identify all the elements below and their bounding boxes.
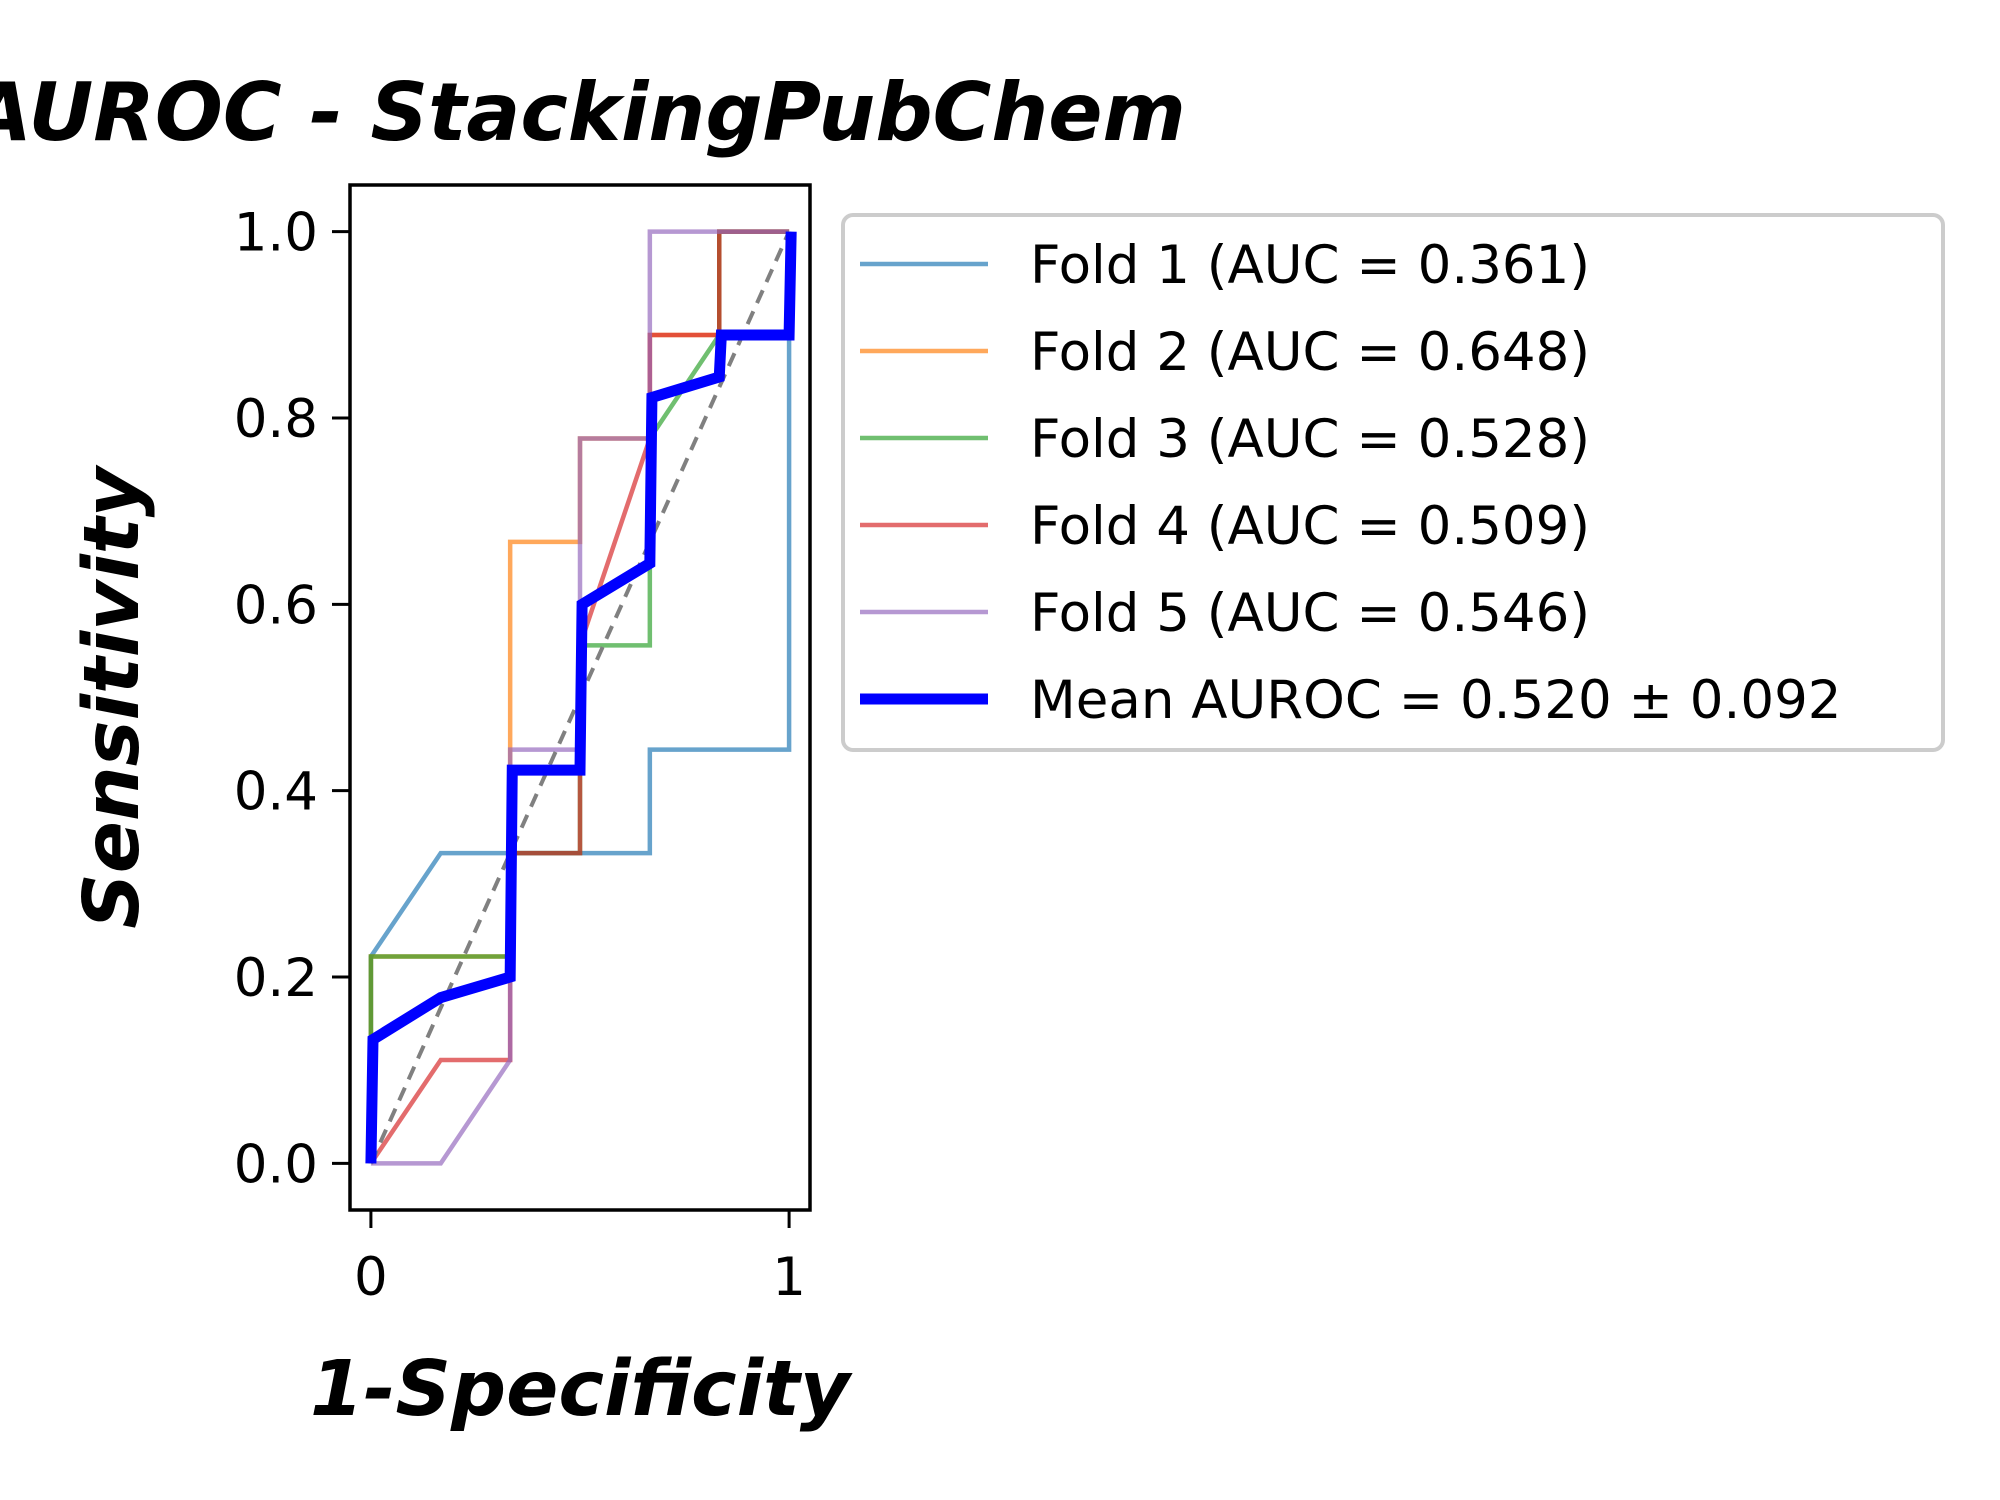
x-axis-label: 1-Specificity (310, 1345, 853, 1434)
legend-box (841, 213, 1945, 752)
plot-frame (348, 183, 812, 1212)
y-tick-label: 0.4 (234, 762, 318, 823)
y-axis-ticks: 0.0 0.2 0.4 0.6 0.8 1.0 (234, 203, 350, 1195)
x-tick-label: 1 (772, 1247, 806, 1308)
legend-entry-mean: Mean AUROC = 0.520 ± 0.092 (1030, 670, 1842, 731)
legend-entry-fold-5: Fold 5 (AUC = 0.546) (1030, 583, 1590, 644)
legend-entry-fold-3: Fold 3 (AUC = 0.528) (1030, 409, 1590, 470)
legend: Fold 1 (AUC = 0.361) Fold 2 (AUC = 0.648)… (841, 213, 1945, 752)
y-tick-label: 0.8 (234, 389, 318, 450)
x-tick-label: 0 (354, 1247, 388, 1308)
y-tick-label: 1.0 (234, 203, 318, 264)
chart-title: AUROC - StackingPubChem (0, 66, 1186, 159)
y-tick-label: 0.0 (234, 1134, 318, 1195)
y-tick-label: 0.2 (234, 948, 318, 1009)
legend-entry-fold-4: Fold 4 (AUC = 0.509) (1030, 496, 1590, 557)
series-mean-line (365, 231, 797, 1164)
legend-entry-fold-2: Fold 2 (AUC = 0.648) (1030, 322, 1590, 383)
plot-series (365, 229, 797, 1166)
y-tick-label: 0.6 (234, 575, 318, 636)
series-fold-1-line (368, 231, 792, 1164)
legend-entry-fold-1: Fold 1 (AUC = 0.361) (1030, 235, 1590, 296)
y-axis-label: Sensitivity (68, 464, 157, 928)
